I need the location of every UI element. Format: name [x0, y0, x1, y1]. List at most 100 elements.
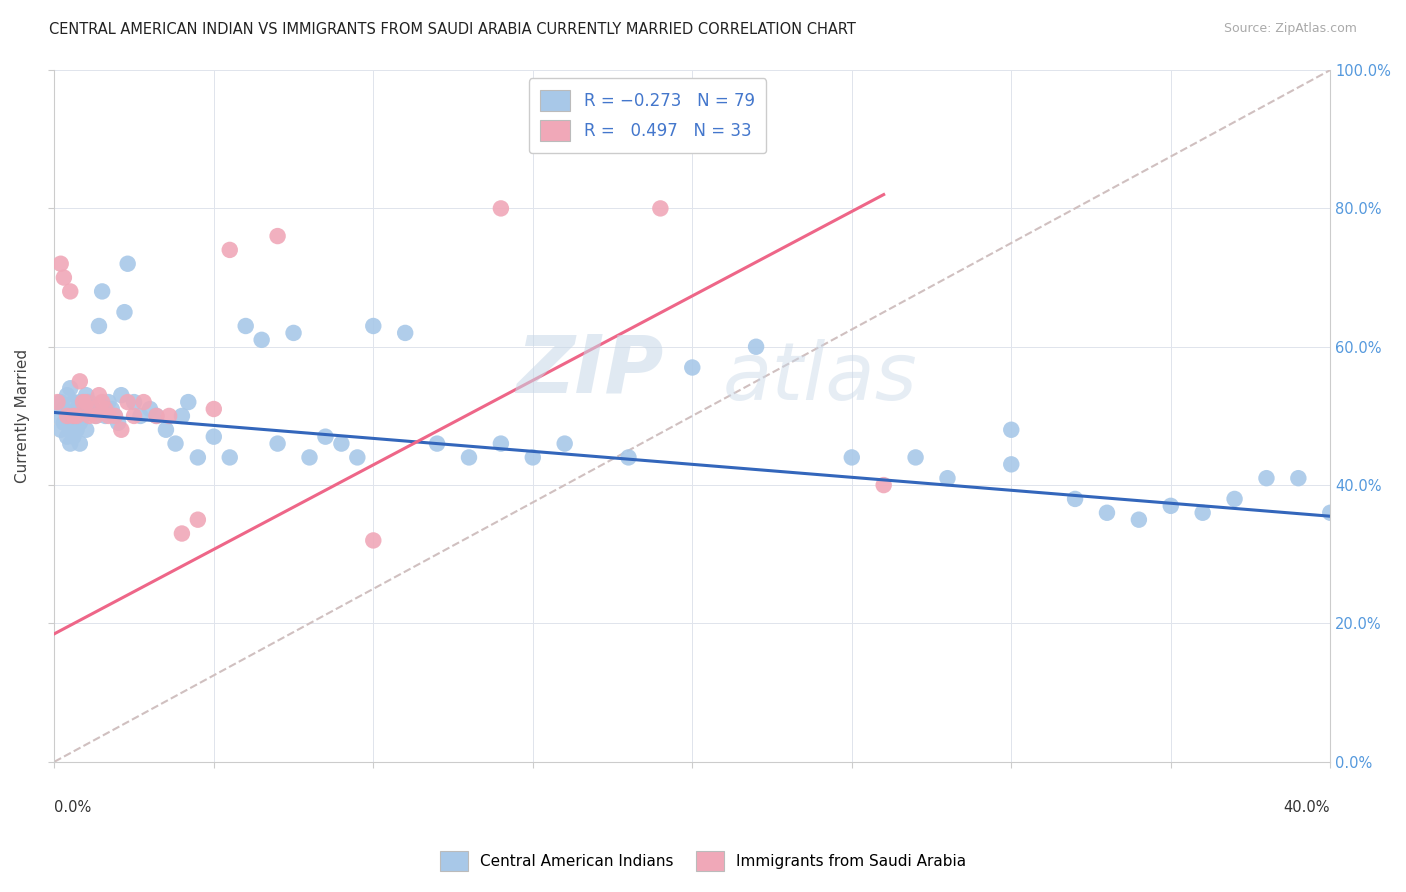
Point — [100, 402, 122, 417]
Point — [62, 395, 84, 409]
Point — [458, 450, 481, 465]
Point — [66, 409, 89, 423]
Point — [82, 402, 104, 417]
Point — [1223, 491, 1246, 506]
Point — [904, 450, 927, 465]
Text: atlas: atlas — [723, 339, 917, 417]
Point — [489, 202, 512, 216]
Point — [250, 333, 273, 347]
Point — [841, 450, 863, 465]
Point — [1286, 471, 1309, 485]
Point — [110, 423, 132, 437]
Point — [56, 430, 79, 444]
Point — [1256, 471, 1278, 485]
Y-axis label: Currently Married: Currently Married — [15, 349, 30, 483]
Point — [104, 409, 127, 423]
Text: ZIP: ZIP — [516, 332, 664, 410]
Point — [97, 395, 120, 409]
Point — [69, 375, 91, 389]
Point — [117, 395, 139, 409]
Point — [298, 450, 321, 465]
Point — [235, 318, 257, 333]
Point — [94, 409, 117, 423]
Point — [554, 436, 576, 450]
Point — [75, 395, 97, 409]
Point — [218, 243, 240, 257]
Point — [165, 436, 187, 450]
Point — [52, 416, 75, 430]
Point — [145, 409, 167, 423]
Point — [59, 381, 82, 395]
Point — [94, 402, 117, 417]
Point — [49, 423, 72, 437]
Text: CENTRAL AMERICAN INDIAN VS IMMIGRANTS FROM SAUDI ARABIA CURRENTLY MARRIED CORREL: CENTRAL AMERICAN INDIAN VS IMMIGRANTS FR… — [49, 22, 856, 37]
Point — [314, 430, 336, 444]
Point — [72, 402, 94, 417]
Point — [122, 395, 145, 409]
Point — [91, 395, 114, 409]
Point — [75, 388, 97, 402]
Point — [202, 402, 225, 417]
Legend: R = −0.273   N = 79, R =   0.497   N = 33: R = −0.273 N = 79, R = 0.497 N = 33 — [529, 78, 766, 153]
Point — [745, 340, 768, 354]
Point — [84, 409, 107, 423]
Point — [46, 409, 69, 423]
Point — [84, 409, 107, 423]
Point — [69, 416, 91, 430]
Point — [157, 409, 180, 423]
Point — [72, 395, 94, 409]
Point — [52, 270, 75, 285]
Point — [69, 436, 91, 450]
Point — [66, 423, 89, 437]
Point — [145, 409, 167, 423]
Point — [170, 526, 193, 541]
Point — [59, 409, 82, 423]
Point — [1000, 458, 1022, 472]
Point — [75, 423, 97, 437]
Text: Source: ZipAtlas.com: Source: ZipAtlas.com — [1223, 22, 1357, 36]
Point — [1064, 491, 1087, 506]
Point — [155, 423, 177, 437]
Point — [62, 416, 84, 430]
Point — [187, 513, 209, 527]
Point — [122, 409, 145, 423]
Point — [56, 388, 79, 402]
Point — [46, 395, 69, 409]
Point — [117, 257, 139, 271]
Point — [62, 430, 84, 444]
Point — [87, 318, 110, 333]
Point — [426, 436, 449, 450]
Point — [59, 436, 82, 450]
Point — [936, 471, 959, 485]
Point — [266, 436, 288, 450]
Point — [266, 229, 288, 244]
Point — [177, 395, 200, 409]
Point — [132, 395, 155, 409]
Point — [114, 305, 136, 319]
Point — [87, 388, 110, 402]
Point — [49, 395, 72, 409]
Point — [79, 395, 101, 409]
Point — [66, 402, 89, 417]
Point — [62, 409, 84, 423]
Point — [681, 360, 703, 375]
Point — [139, 402, 162, 417]
Point — [1095, 506, 1118, 520]
Text: 0.0%: 0.0% — [55, 800, 91, 814]
Point — [129, 409, 152, 423]
Point — [1191, 506, 1213, 520]
Point — [522, 450, 544, 465]
Point — [79, 409, 101, 423]
Point — [1160, 499, 1182, 513]
Point — [283, 326, 305, 340]
Point — [1000, 423, 1022, 437]
Point — [110, 388, 132, 402]
Text: 40.0%: 40.0% — [1284, 800, 1330, 814]
Point — [69, 395, 91, 409]
Point — [202, 430, 225, 444]
Point — [218, 450, 240, 465]
Legend: Central American Indians, Immigrants from Saudi Arabia: Central American Indians, Immigrants fro… — [430, 842, 976, 880]
Point — [91, 285, 114, 299]
Point — [66, 409, 89, 423]
Point — [82, 402, 104, 417]
